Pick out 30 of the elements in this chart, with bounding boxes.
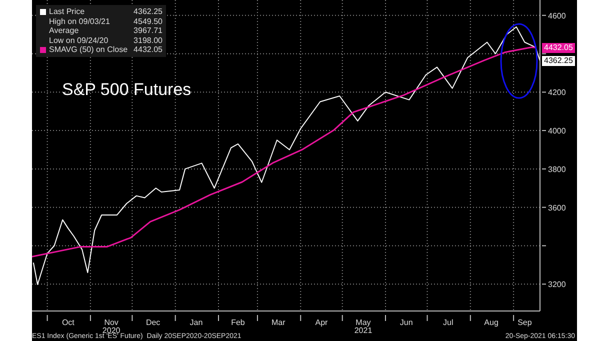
y-tick-label: 4000 (548, 126, 566, 136)
annotation: 4432.05 (542, 42, 575, 53)
x-tick-label: Jun (400, 318, 413, 327)
text: Average 3967.71 (49, 26, 162, 35)
y-tick-label: 3600 (548, 203, 566, 212)
x-tick-label: Jan (190, 318, 203, 327)
text: Low on 09/24/20 3198.00 (49, 36, 162, 44)
y-tick-label: 3200 (548, 280, 566, 290)
text: High on 09/03/21 4549.50 (49, 16, 162, 26)
x-tick-label: Mar (271, 318, 286, 327)
text: S&P 500 Futures (62, 80, 192, 100)
x-tick-label: Sep (518, 318, 532, 327)
legend-label: Last Price (49, 7, 85, 16)
y-tick-label: 4200 (548, 88, 566, 98)
line-series (32, 46, 537, 258)
x-tick-label: Apr (315, 318, 328, 327)
x-tick-label: May 2021 (354, 318, 373, 335)
line-series (32, 26, 540, 286)
text: 4362.25 (134, 7, 162, 16)
x-tick-label: Oct (62, 318, 76, 327)
text: 4432.05 (134, 45, 162, 54)
y-tick-label: 4600 (548, 11, 566, 20)
x-tick-label: Dec (146, 318, 160, 327)
y-tick-label: 3800 (548, 164, 566, 174)
x-tick-label: Jul (443, 318, 454, 327)
x-tick-label: Nov 2020 (102, 318, 121, 335)
x-tick-label: Feb (231, 318, 246, 327)
legend-label: SMAVG (50) on Close (49, 45, 128, 54)
x-tick-label: Aug (484, 318, 498, 327)
annotation: 4362.25 (542, 56, 575, 66)
